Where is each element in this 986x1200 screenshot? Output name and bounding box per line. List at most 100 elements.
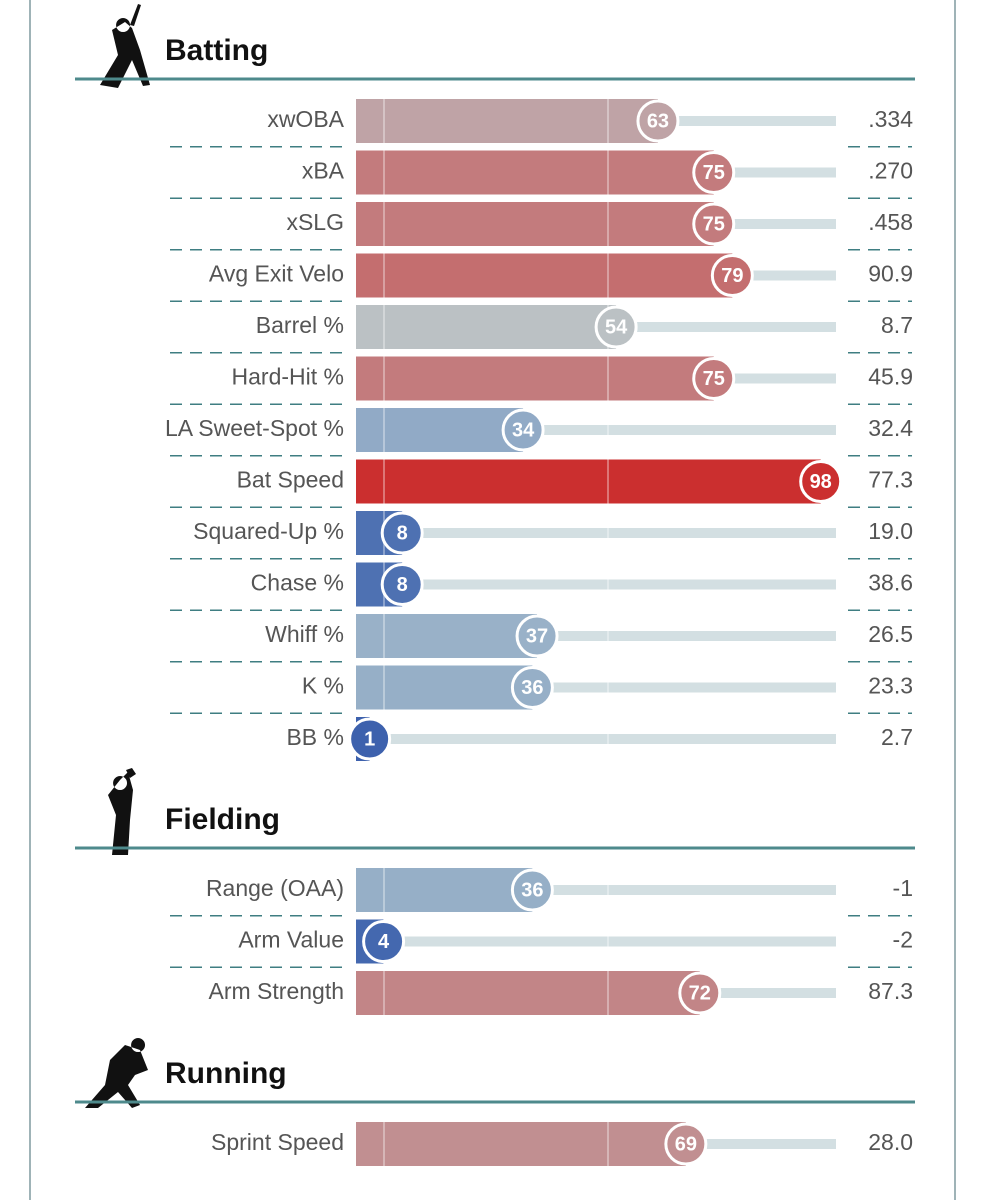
section-title: Batting [165,34,268,67]
section-icon [85,1038,148,1108]
track [523,425,836,435]
track [402,579,836,590]
percentile-dot [692,357,736,400]
section-icon [100,4,150,88]
section-title: Running [165,1057,287,1090]
metric-name: BB % [286,724,344,750]
percentile-bar [356,868,533,912]
percentile-label: 34 [512,419,535,441]
track [532,885,836,895]
metric-stat: 87.3 [868,978,913,1004]
percentile-label: 75 [703,368,725,390]
metric-name: xSLG [286,209,344,235]
percentile-dot [692,151,736,194]
percentile-label: 63 [647,110,669,132]
percentile-dot [710,254,754,297]
metric-stat: 2.7 [881,724,913,750]
track [685,1139,836,1149]
metric-stat: 38.6 [868,570,913,596]
percentile-dot [515,614,559,658]
percentile-dot [501,408,545,452]
metric-stat: 32.4 [868,415,913,441]
track [732,270,836,281]
percentile-dot [799,460,843,503]
percentile-label: 37 [526,625,548,647]
percentile-dot [636,99,680,143]
metric-stat: 77.3 [868,467,913,493]
percentile-label: 98 [810,471,832,493]
percentile-bar [356,99,658,143]
metric-name: Chase % [251,570,344,596]
percentile-dot [380,511,424,555]
percentile-dot [362,920,406,963]
percentile-bar [356,971,700,1015]
percentile-bar [356,150,714,195]
metric-name: K % [302,673,344,699]
percentile-label: 69 [675,1133,697,1155]
percentile-dot [510,666,554,709]
track [616,322,836,332]
percentile-label: 4 [378,931,390,953]
metric-stat: 19.0 [868,518,913,544]
percentile-bar [356,459,821,504]
percentile-label: 79 [721,265,743,287]
track [699,988,836,998]
percentile-dot [510,868,554,912]
metric-name: Arm Value [238,927,344,953]
track [713,167,836,178]
percentile-dot [594,305,638,349]
metric-stat: 90.9 [868,261,913,287]
percentile-dot [678,971,722,1015]
percentile-label: 72 [689,982,711,1004]
percentile-label: 75 [703,162,725,184]
track [657,116,836,126]
section-title: Fielding [165,803,280,836]
metric-stat: 26.5 [868,621,913,647]
percentile-label: 36 [521,677,543,699]
metric-stat: 23.3 [868,673,913,699]
metric-stat: -2 [893,927,913,953]
percentile-dot [692,202,736,246]
track [369,734,836,744]
track [532,682,836,693]
metric-stat: .334 [868,106,913,132]
percentile-bar [356,1122,686,1166]
metric-name: Hard-Hit % [232,364,344,390]
percentile-dot [664,1122,708,1166]
metric-name: Range (OAA) [206,875,344,901]
percentile-bar [356,356,714,401]
metric-name: Bat Speed [237,467,344,493]
metric-stat: .458 [868,209,913,235]
track [383,936,836,947]
metric-name: LA Sweet-Spot % [165,415,344,441]
percentile-bar [356,614,538,658]
metric-name: Avg Exit Velo [209,261,344,287]
percentile-label: 1 [364,728,375,750]
metric-name: Sprint Speed [211,1129,344,1155]
percentile-label: 8 [397,574,408,596]
metric-name: Squared-Up % [193,518,344,544]
percentile-bar [356,665,533,710]
percentile-label: 54 [605,316,628,338]
metric-stat: -1 [893,875,913,901]
metric-name: xwOBA [267,106,344,132]
track [713,373,836,384]
percentile-bar [356,253,733,298]
percentile-label: 36 [521,879,543,901]
metric-stat: .270 [868,158,913,184]
percentile-dot [380,563,424,606]
metric-name: xBA [302,158,345,184]
metric-name: Arm Strength [209,978,345,1004]
section-icon [108,768,136,855]
metric-name: Whiff % [265,621,344,647]
track [402,528,836,538]
track [713,219,836,229]
percentile-label: 8 [397,522,408,544]
percentile-label: 75 [703,213,725,235]
metric-stat: 8.7 [881,312,913,338]
metric-name: Barrel % [256,312,344,338]
percentile-dot [348,717,392,761]
track [537,631,836,641]
